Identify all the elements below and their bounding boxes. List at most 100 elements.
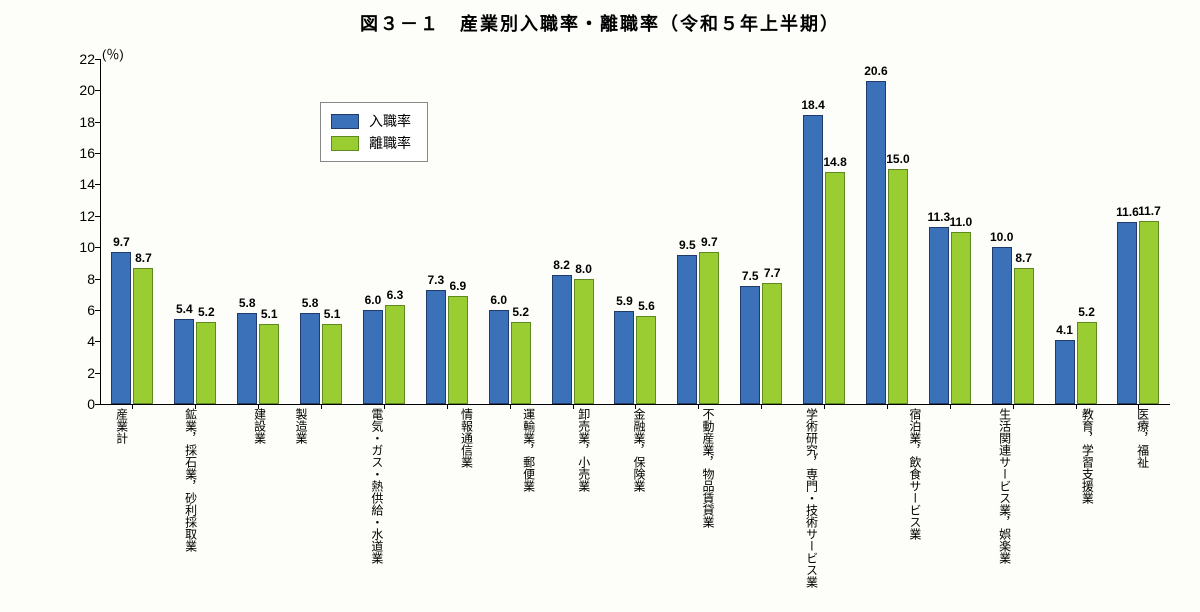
bar-value-label: 6.0	[490, 293, 507, 307]
x-label: 情報通信業	[459, 408, 473, 468]
bar-value-label: 8.7	[1015, 251, 1032, 265]
x-label: 学術研究，専門・技術サービス業	[804, 408, 818, 588]
bar: 8.2	[552, 275, 572, 404]
bar: 7.3	[426, 290, 446, 404]
bar-value-label: 5.9	[616, 294, 633, 308]
bar: 6.0	[489, 310, 509, 404]
x-label-cell: 電気・ガス・熱供給・水道業	[321, 408, 431, 612]
bar: 14.8	[825, 172, 845, 404]
x-label: 電気・ガス・熱供給・水道業	[369, 408, 383, 564]
bar-value-label: 5.2	[198, 305, 215, 319]
y-tick: 6	[61, 302, 95, 318]
bar: 5.8	[237, 313, 257, 404]
bar-value-label: 15.0	[886, 152, 909, 166]
bar-value-label: 6.9	[449, 279, 466, 293]
bar-value-label: 5.1	[324, 307, 341, 321]
bar: 11.7	[1139, 221, 1159, 404]
bar-value-label: 14.8	[823, 155, 846, 169]
bar: 9.5	[677, 255, 697, 404]
bar-value-label: 11.6	[1116, 205, 1139, 219]
bar: 8.7	[133, 268, 153, 404]
bar-value-label: 11.3	[927, 210, 950, 224]
x-label: 宿泊業，飲食サービス業	[907, 408, 921, 540]
bar-group: 6.05.2	[478, 60, 541, 404]
x-label-cell: 生活関連サービス業，娯楽業	[955, 408, 1052, 612]
y-tick: 10	[61, 239, 95, 255]
bar-value-label: 5.1	[261, 307, 278, 321]
bar-value-label: 5.2	[512, 305, 529, 319]
bar-value-label: 4.1	[1056, 323, 1073, 337]
bar: 5.2	[1077, 322, 1097, 404]
bar: 10.0	[992, 247, 1012, 404]
x-label: 製造業	[293, 408, 307, 444]
bar-value-label: 8.0	[575, 262, 592, 276]
swatch-icon	[331, 114, 359, 129]
bar: 6.0	[363, 310, 383, 404]
x-label-cell: 医療，福祉	[1121, 408, 1162, 612]
legend-item: 入職率	[331, 111, 411, 131]
bar: 7.7	[762, 283, 782, 404]
bar-value-label: 18.4	[801, 98, 824, 112]
bar-group: 18.4 14.8	[793, 60, 856, 404]
x-label: 教育，学習支援業	[1080, 408, 1094, 504]
bar-group: 5.4 5.2	[164, 60, 227, 404]
bar-value-label: 8.7	[135, 251, 152, 265]
bar: 5.4	[174, 319, 194, 404]
bar-value-label: 9.5	[679, 238, 696, 252]
bar-value-label: 9.7	[113, 235, 130, 249]
bar: 8.7	[1014, 268, 1034, 404]
x-label-cell: 不動産業，物品賃貸業	[666, 408, 749, 612]
x-label-cell: 運輸業，郵便業	[500, 408, 555, 612]
bar-group: 5.95.6	[604, 60, 667, 404]
y-tick: 14	[61, 176, 95, 192]
bar-value-label: 10.0	[990, 230, 1013, 244]
bar: 20.6	[866, 81, 886, 404]
bar: 4.1	[1055, 340, 1075, 404]
bar-group: 4.15.2	[1044, 60, 1107, 404]
x-label-cell: 宿泊業，飲食サービス業	[873, 408, 956, 612]
bar-value-label: 11.7	[1138, 204, 1161, 218]
x-label: 生活関連サービス業，娯楽業	[997, 408, 1011, 564]
x-label-cell: 鉱業，採石業，砂利採取業	[141, 408, 238, 612]
x-label-cell: 情報通信業	[431, 408, 500, 612]
y-tick: 4	[61, 333, 95, 349]
y-tick: 20	[61, 82, 95, 98]
bar: 11.3	[929, 227, 949, 404]
bar: 5.8	[300, 313, 320, 404]
x-label-cell: 卸売業，小売業	[555, 408, 610, 612]
bar: 11.0	[951, 232, 971, 405]
y-tick: 0	[61, 396, 95, 412]
bar-value-label: 5.8	[302, 296, 319, 310]
plot-area: 9.78.75.45.25.85.15.85.16.06.37.36.96.05…	[100, 60, 1170, 405]
bar-group: 11.311.0	[918, 60, 981, 404]
y-tick: 2	[61, 365, 95, 381]
bar-group: 5.85.1	[227, 60, 290, 404]
x-label: 産業計	[114, 408, 128, 444]
y-tick: 8	[61, 271, 95, 287]
bar-value-label: 7.7	[764, 266, 781, 280]
y-tick: 18	[61, 114, 95, 130]
bar: 5.1	[259, 324, 279, 404]
x-label: 鉱業，採石業，砂利採取業	[183, 408, 197, 552]
bar-value-label: 5.2	[1078, 305, 1095, 319]
bar: 5.1	[322, 324, 342, 404]
bar: 11.6	[1117, 222, 1137, 404]
bar: 8.0	[574, 279, 594, 404]
bar-value-label: 6.0	[365, 293, 382, 307]
x-label: 医療，福祉	[1135, 408, 1149, 468]
bar-value-label: 11.0	[949, 215, 972, 229]
bar: 15.0	[888, 169, 908, 404]
bar: 5.6	[636, 316, 656, 404]
bar-value-label: 6.3	[387, 288, 404, 302]
swatch-icon	[331, 136, 359, 151]
bar: 9.7	[699, 252, 719, 404]
plot: 9.78.75.45.25.85.15.85.16.06.37.36.96.05…	[100, 60, 1170, 405]
bar-group: 11.611.7	[1107, 60, 1170, 404]
chart-title: 図３－１ 産業別入職率・離職率（令和５年上半期）	[20, 10, 1180, 38]
x-label: 不動産業，物品賃貸業	[700, 408, 714, 528]
x-label-cell: 製造業	[279, 408, 320, 612]
bar: 5.2	[511, 322, 531, 404]
bar: 5.9	[614, 311, 634, 404]
legend-item: 離職率	[331, 133, 411, 153]
legend-label: 入職率	[369, 111, 411, 131]
